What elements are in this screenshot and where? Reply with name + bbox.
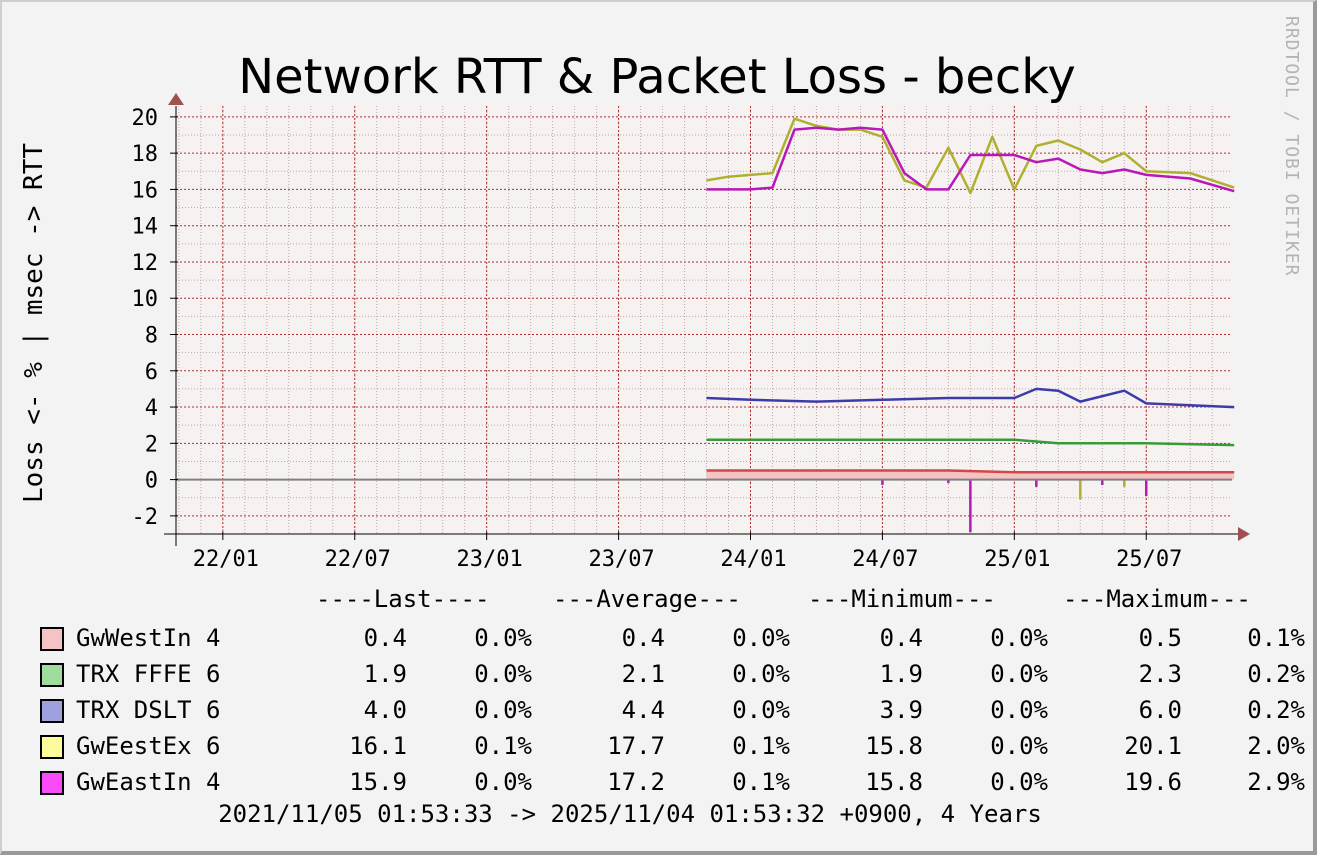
legend-value-max-pct: 2.0% (1247, 732, 1305, 760)
legend-value-last-pct: 0.0% (474, 768, 532, 796)
legend-value-min: 1.9 (879, 660, 923, 688)
series-line (706, 469, 1235, 474)
minor-grid (176, 106, 1232, 534)
legend-swatch (40, 699, 64, 723)
legend-value-min-pct: 0.0% (990, 768, 1048, 796)
legend-row: GwWestIn 4 0.4 0.0% 0.4 0.0% 0.4 0.0% 0.5 0.1% (40, 624, 1305, 662)
x-tick-label: 25/07 (1116, 547, 1182, 572)
legend-value-last-pct: 0.0% (474, 624, 532, 652)
legend-header-maximum: ---Maximum--- (1063, 585, 1251, 613)
legend-value-min-pct: 0.0% (990, 732, 1048, 760)
series-layer (706, 117, 1235, 533)
legend-value-last: 0.4 (363, 624, 407, 652)
legend-value-max: 19.6 (1124, 768, 1182, 796)
legend-value-avg: 17.7 (607, 732, 665, 760)
plot-canvas (176, 106, 1232, 534)
legend-value-max-pct: 0.2% (1247, 660, 1305, 688)
y-tick-label: 6 (145, 360, 158, 385)
legend-value-min-pct: 0.0% (990, 660, 1048, 688)
legend-value-last-pct: 0.1% (474, 732, 532, 760)
legend-value-max-pct: 0.1% (1247, 624, 1305, 652)
legend-swatch (40, 735, 64, 759)
legend-swatch (40, 627, 64, 651)
y-tick-label: 8 (145, 324, 158, 349)
legend-header-average: ---Average--- (553, 585, 741, 613)
x-tick-label: 23/01 (457, 547, 523, 572)
legend-value-avg-pct: 0.0% (732, 696, 790, 724)
y-tick-label: 14 (132, 215, 159, 240)
legend-value-avg: 0.4 (621, 624, 665, 652)
watermark: RRDTOOL / TOBI OETIKER (1281, 16, 1302, 276)
legend-row: TRX FFFE 6 1.9 0.0% 2.1 0.0% 1.9 0.0% 2.3 0.2% (40, 660, 1305, 698)
legend-value-avg-pct: 0.1% (732, 768, 790, 796)
legend-header-minimum: ---Minimum--- (808, 585, 996, 613)
legend-value-last: 15.9 (349, 768, 407, 796)
y-tick-label: 18 (132, 142, 159, 167)
legend-series-name: GwEestEx 6 (76, 732, 221, 760)
legend-value-last: 4.0 (363, 696, 407, 724)
y-tick-label: 20 (132, 106, 159, 131)
legend-value-min: 15.8 (865, 732, 923, 760)
y-axis-arrow (168, 93, 184, 105)
y-axis-label: Loss <- % | msec -> RTT (19, 143, 49, 503)
legend-header-last: ----Last---- (316, 585, 490, 613)
legend-value-avg: 2.1 (621, 660, 665, 688)
legend-value-max-pct: 0.2% (1247, 696, 1305, 724)
legend-value-avg: 4.4 (621, 696, 665, 724)
x-tick-label: 24/07 (852, 547, 918, 572)
major-grid (176, 106, 1232, 534)
series-line (706, 438, 1235, 447)
legend-swatch (40, 771, 64, 795)
y-tick-label: 2 (145, 432, 158, 457)
legend-value-avg-pct: 0.1% (732, 732, 790, 760)
legend-value-min-pct: 0.0% (990, 696, 1048, 724)
chart-title: Network RTT & Packet Loss - becky (238, 49, 1076, 105)
y-tick-label: 12 (132, 251, 159, 276)
legend-series-name: GwWestIn 4 (76, 624, 221, 652)
x-tick-label: 23/07 (588, 547, 654, 572)
legend-value-max: 20.1 (1124, 732, 1182, 760)
legend-value-max: 0.5 (1138, 624, 1182, 652)
legend-value-last: 1.9 (363, 660, 407, 688)
x-tick-label: 22/01 (193, 547, 259, 572)
legend-value-max-pct: 2.9% (1247, 768, 1305, 796)
x-tick-label: 24/01 (720, 547, 786, 572)
legend-series-name: TRX DSLT 6 (76, 696, 221, 724)
legend-swatch (40, 663, 64, 687)
time-period: 2021/11/05 01:53:33 -> 2025/11/04 01:53:… (218, 800, 1042, 828)
legend-value-max: 2.3 (1138, 660, 1182, 688)
x-tick-label: 25/01 (984, 547, 1050, 572)
legend-value-min: 3.9 (879, 696, 923, 724)
legend-value-last-pct: 0.0% (474, 696, 532, 724)
legend-row: GwEestEx 6 16.1 0.1% 17.7 0.1% 15.8 0.0% 20.1 2.… (40, 732, 1305, 770)
legend-value-last: 16.1 (349, 732, 407, 760)
legend-value-min-pct: 0.0% (990, 624, 1048, 652)
legend-value-last-pct: 0.0% (474, 660, 532, 688)
series-line (706, 117, 1235, 195)
axes (164, 93, 1250, 546)
legend-row: GwEastIn 4 15.9 0.0% 17.2 0.1% 15.8 0.0% 19.6 2.… (40, 768, 1305, 806)
y-tick-label: 0 (145, 469, 158, 494)
legend-series-name: GwEastIn 4 (76, 768, 221, 796)
legend-series-name: TRX FFFE 6 (76, 660, 221, 688)
legend-value-avg-pct: 0.0% (732, 624, 790, 652)
y-tick-label: 16 (132, 178, 159, 203)
y-tick-label: 4 (145, 396, 158, 421)
x-tick-label: 22/07 (325, 547, 391, 572)
x-axis-arrow (1238, 527, 1250, 541)
legend-value-min: 0.4 (879, 624, 923, 652)
legend-value-avg: 17.2 (607, 768, 665, 796)
legend-value-min: 15.8 (865, 768, 923, 796)
y-tick-label: 10 (132, 287, 159, 312)
legend-value-avg-pct: 0.0% (732, 660, 790, 688)
series-line (706, 126, 1235, 193)
y-tick-label: -2 (132, 505, 159, 530)
series-line (706, 387, 1235, 409)
x-tick-labels: 22/01 22/07 23/01 23/07 24/01 24/07 25/01 25/07 (193, 547, 1183, 572)
legend-value-max: 6.0 (1138, 696, 1182, 724)
legend-row: TRX DSLT 6 4.0 0.0% 4.4 0.0% 3.9 0.0% 6.0 0.2% (40, 696, 1305, 734)
